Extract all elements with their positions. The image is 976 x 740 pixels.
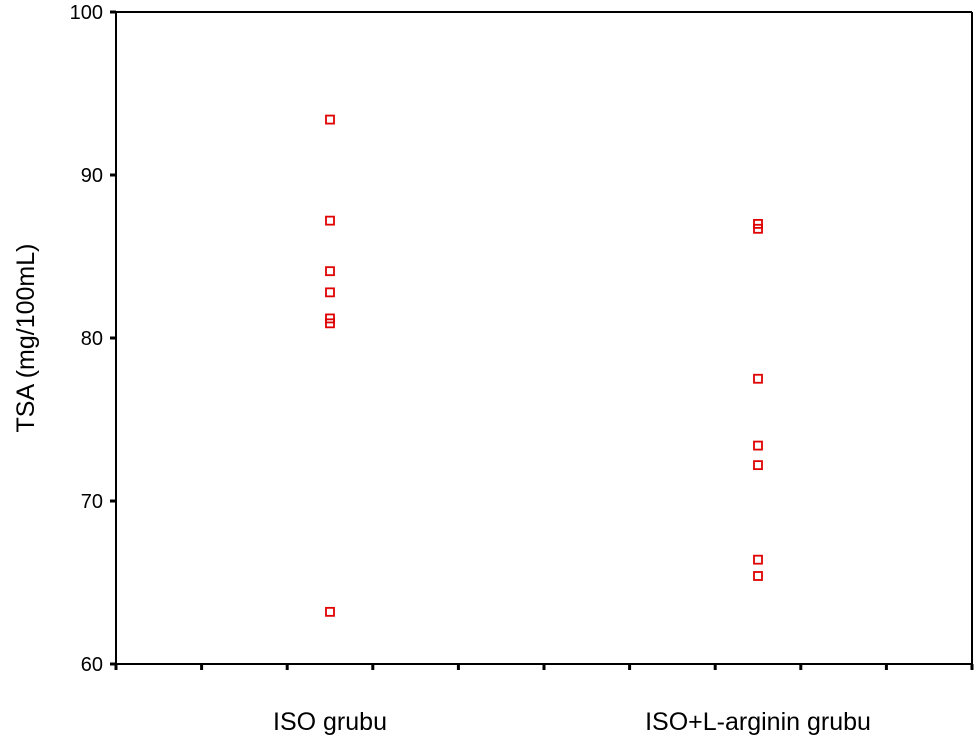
data-point [325,606,335,617]
y-tick-label: 100 [70,2,103,24]
data-point [753,373,763,384]
data-point [325,215,335,226]
data-point [325,266,335,277]
y-tick-label: 80 [81,328,103,350]
data-point [753,223,763,234]
data-point [753,460,763,471]
category-label: ISO grubu [273,708,387,736]
data-points [325,114,763,617]
axes [115,11,973,665]
y-axis-title: TSA (mg/100mL) [12,244,40,433]
category-label: ISO+L-arginin grubu [645,708,871,736]
x-ticks [114,664,974,670]
y-tick-label: 70 [81,491,103,513]
y-tick-label: 60 [81,654,103,676]
y-ticks: 60 70 80 90 100 [70,2,116,676]
y-tick-label: 90 [81,165,103,187]
data-point [753,440,763,451]
data-point [753,571,763,581]
category-labels: ISO grubu ISO+L-arginin grubu [273,708,871,736]
data-point [325,318,335,329]
data-point [325,287,335,298]
data-point [325,114,335,125]
data-point [753,554,763,565]
